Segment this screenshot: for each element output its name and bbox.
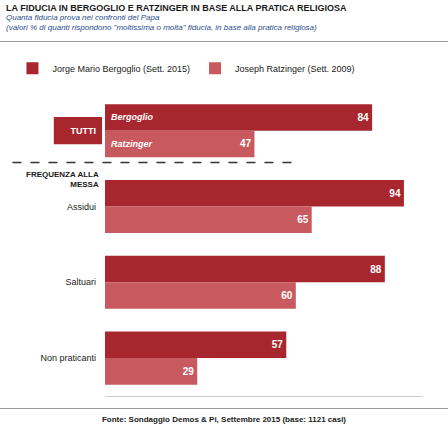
svg-text:Bergoglio: Bergoglio xyxy=(111,112,154,122)
svg-text:65: 65 xyxy=(297,214,309,225)
svg-text:47: 47 xyxy=(240,138,252,149)
svg-text:57: 57 xyxy=(272,339,284,350)
svg-text:Ratzinger: Ratzinger xyxy=(111,139,153,149)
svg-text:94: 94 xyxy=(389,188,401,199)
svg-text:88: 88 xyxy=(370,264,382,275)
html-text:Quanta fiducia prova nei confr: Quanta fiducia prova nei confronti del P… xyxy=(6,13,160,22)
svg-text:Non praticanti: Non praticanti xyxy=(40,353,96,363)
svg-text:TUTTI: TUTTI xyxy=(71,126,97,136)
svg-text:FREQUENZA ALLAMESSA: FREQUENZA ALLAMESSA xyxy=(26,170,99,189)
svg-text:Jorge Mario Bergoglio (Sett. 2: Jorge Mario Bergoglio (Sett. 2015) xyxy=(52,64,190,74)
svg-text:84: 84 xyxy=(358,112,370,123)
svg-text:Saltuari: Saltuari xyxy=(65,277,96,287)
svg-text:Joseph Ratzinger (Sett. 2009): Joseph Ratzinger (Sett. 2009) xyxy=(235,64,355,74)
svg-text:29: 29 xyxy=(183,366,195,377)
html-text:(valori % di quanti rispondono: (valori % di quanti rispondono "moltissi… xyxy=(6,23,317,32)
html-text:Fonte: Sondaggio Demos & Pi, S: Fonte: Sondaggio Demos & Pi, Settembre 2… xyxy=(102,415,346,424)
svg-text:Assidui: Assidui xyxy=(67,202,96,212)
html-text:LA FIDUCIA IN BERGOGLIO E RATZ: LA FIDUCIA IN BERGOGLIO E RATZINGER IN B… xyxy=(6,3,347,13)
svg-text:60: 60 xyxy=(281,290,293,301)
